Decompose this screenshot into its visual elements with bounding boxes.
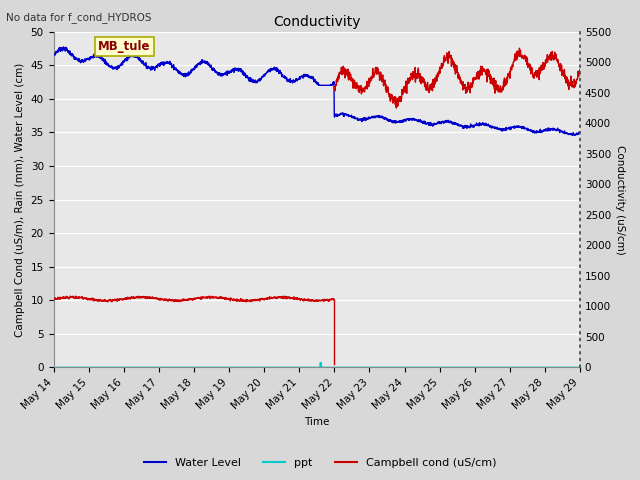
X-axis label: Time: Time bbox=[304, 417, 330, 427]
Text: No data for f_cond_HYDROS: No data for f_cond_HYDROS bbox=[6, 12, 152, 23]
Y-axis label: Campbell Cond (uS/m), Rain (mm), Water Level (cm): Campbell Cond (uS/m), Rain (mm), Water L… bbox=[15, 62, 25, 336]
Y-axis label: Conductivity (uS/cm): Conductivity (uS/cm) bbox=[615, 144, 625, 254]
Text: MB_tule: MB_tule bbox=[99, 40, 151, 53]
Title: Conductivity: Conductivity bbox=[273, 15, 360, 29]
Legend: Water Level, ppt, Campbell cond (uS/cm): Water Level, ppt, Campbell cond (uS/cm) bbox=[140, 453, 500, 472]
